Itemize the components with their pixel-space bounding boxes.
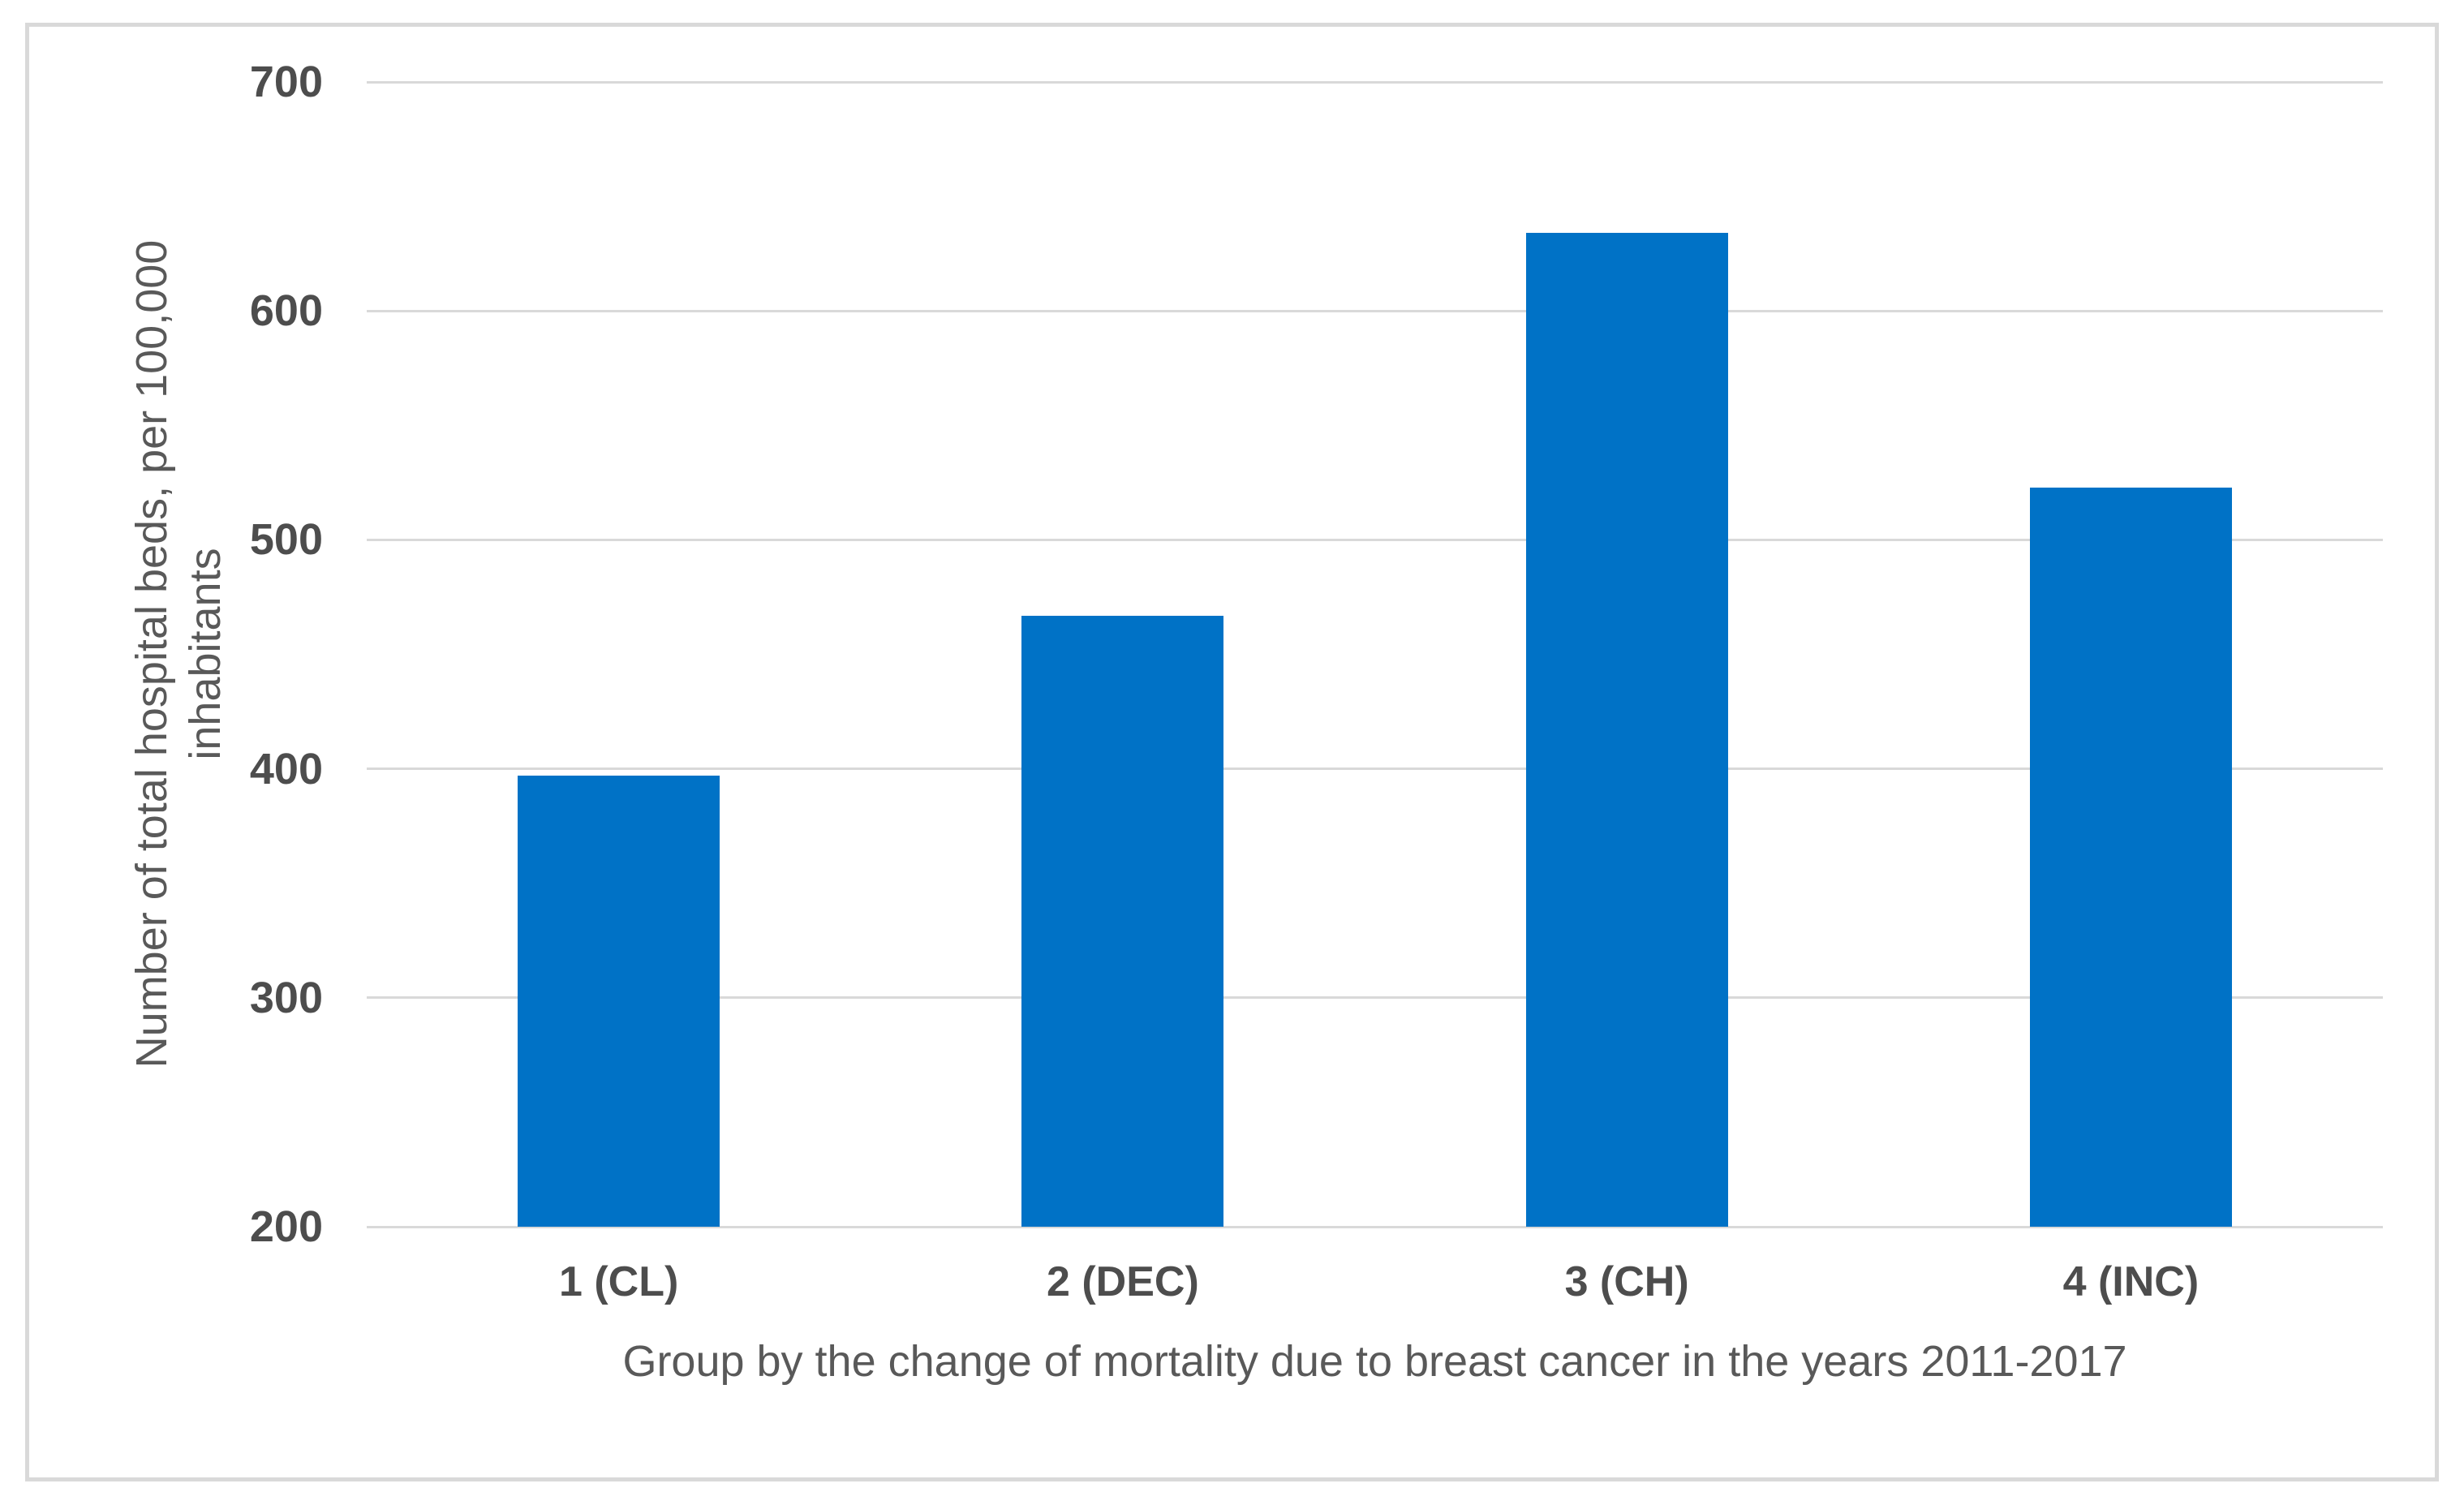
- y-axis-tick-label: 400: [249, 744, 323, 793]
- x-category-label: 3 (CH): [1564, 1258, 1689, 1305]
- chart-frame: Number of total hospital beds, per 100,0…: [25, 23, 2439, 1481]
- x-axis-category-row: 1 (CL) 2 (DEC) 3 (CH) 4 (INC): [367, 1253, 2383, 1310]
- bar-1 (CL): [518, 776, 720, 1227]
- x-category-label: 1 (CL): [558, 1258, 679, 1305]
- x-category-label: 4 (INC): [2062, 1258, 2200, 1305]
- gridline: [367, 768, 2383, 771]
- bar-4 (INC): [2029, 487, 2232, 1227]
- bar-3 (CH): [1525, 233, 1728, 1227]
- y-axis-title-text: Number of total hospital beds, per 100,0…: [125, 240, 232, 1069]
- plot-area: [367, 80, 2383, 1228]
- gridline: [367, 80, 2383, 84]
- y-axis-tick-label: 500: [249, 515, 323, 565]
- gridline: [367, 538, 2383, 541]
- gridline: [367, 1225, 2383, 1228]
- y-axis-tick-label: 700: [249, 58, 323, 106]
- bar-2 (DEC): [1021, 615, 1224, 1227]
- x-category-label: 2 (DEC): [1046, 1258, 1199, 1305]
- y-axis-title-line2: inhabitants: [181, 548, 230, 760]
- x-axis-title: Group by the change of mortality due to …: [622, 1337, 2127, 1386]
- y-axis-tick-label: 200: [249, 1202, 323, 1251]
- gridline: [367, 996, 2383, 1000]
- y-axis-tick-label: 600: [249, 286, 323, 336]
- y-axis-title-line1: Number of total hospital beds, per 100,0…: [127, 239, 176, 1069]
- y-axis-tick-label: 300: [249, 973, 323, 1022]
- gridline: [367, 309, 2383, 312]
